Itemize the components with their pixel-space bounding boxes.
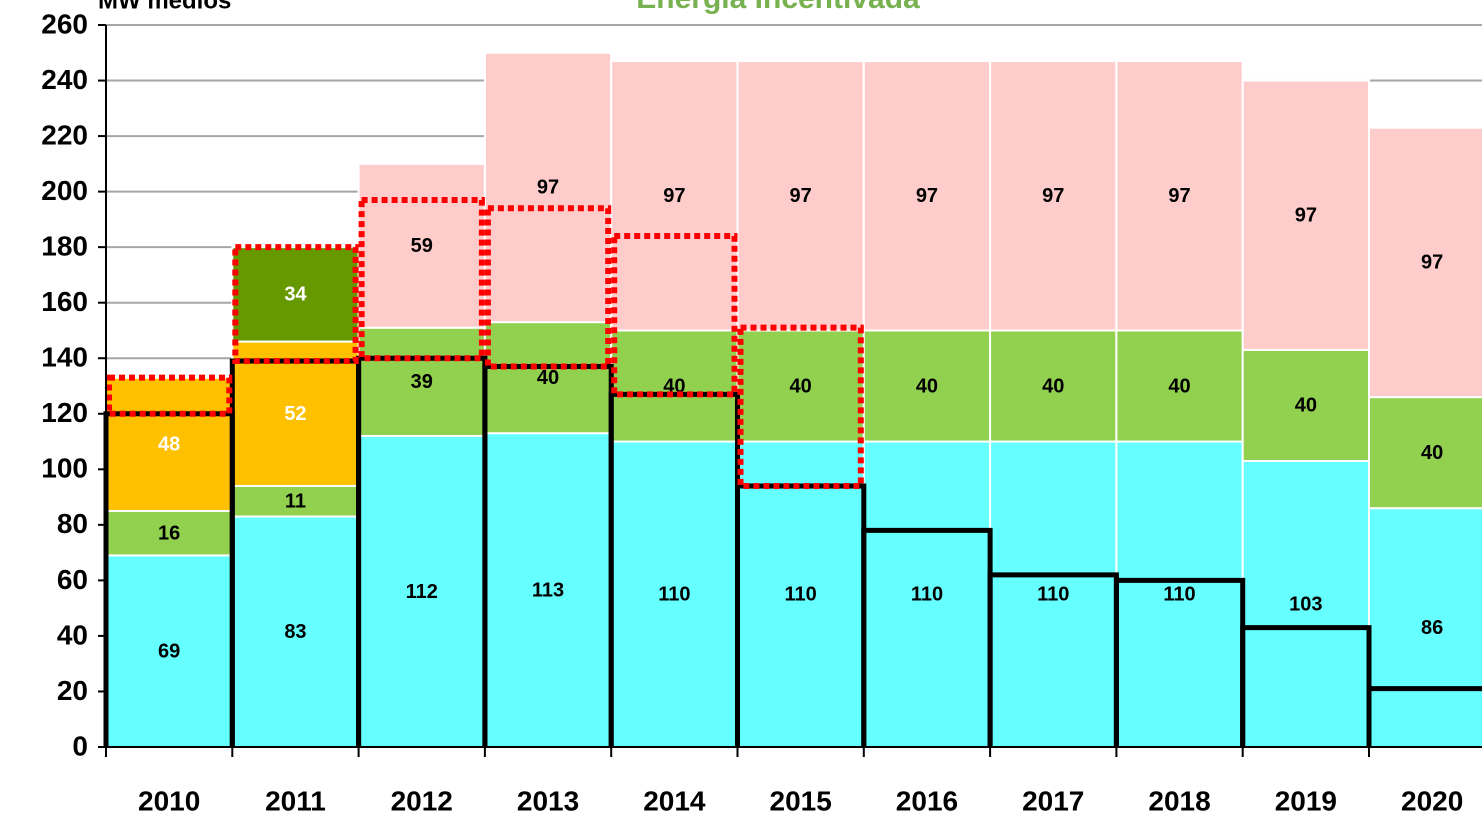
y-tick-label: 20 <box>57 675 88 706</box>
bar-segment <box>357 434 486 748</box>
dotted-box <box>484 205 612 370</box>
y-tick-label: 140 <box>41 342 88 373</box>
data-label: 110 <box>785 584 817 606</box>
data-label: 52 <box>284 403 306 425</box>
data-label: 110 <box>1163 584 1195 606</box>
step-line <box>1366 686 1482 747</box>
data-label: 110 <box>911 584 943 606</box>
y-tick-label: 40 <box>57 619 88 650</box>
y-tick-label: 100 <box>41 453 88 484</box>
y-tick-label: 240 <box>41 64 88 95</box>
dotted-box <box>232 244 359 365</box>
bar-segment <box>610 60 739 332</box>
data-label: 40 <box>537 367 559 389</box>
y-tick-label: 60 <box>57 564 88 595</box>
bar-segment <box>483 51 613 324</box>
data-label: 59 <box>411 235 433 257</box>
data-label: 97 <box>537 177 559 199</box>
data-label: 97 <box>1295 205 1317 227</box>
data-label: 40 <box>1168 375 1190 397</box>
dotted-box <box>358 196 485 362</box>
data-label: 34 <box>284 284 307 306</box>
data-label: 97 <box>663 185 685 207</box>
y-tick-label: 80 <box>57 508 88 539</box>
data-label: 48 <box>158 434 180 456</box>
y-tick-label: 220 <box>41 119 88 150</box>
x-tick-label: 2011 <box>265 785 326 816</box>
y-tick-label: 160 <box>41 286 88 317</box>
x-tick-label: 2013 <box>517 785 579 816</box>
bar-segment <box>231 340 360 487</box>
data-label: 40 <box>916 375 938 397</box>
chart-title: Energia Incentivada <box>636 0 920 15</box>
dotted-box <box>737 324 864 489</box>
x-tick-label: 2014 <box>643 785 706 816</box>
x-tick-label: 2020 <box>1401 785 1463 816</box>
y-tick-label: 180 <box>41 231 88 262</box>
bar-segment <box>989 329 1118 443</box>
x-tick-label: 2019 <box>1275 785 1337 816</box>
data-label: 97 <box>790 185 812 207</box>
x-tick-label: 2012 <box>391 785 453 816</box>
bar-segment <box>1368 396 1482 510</box>
x-tick-label: 2015 <box>770 785 832 816</box>
data-label: 97 <box>1168 185 1190 207</box>
y-tick-label: 120 <box>41 397 88 428</box>
data-label: 40 <box>1042 375 1064 397</box>
data-label: 11 <box>285 491 306 513</box>
bar-segment <box>1241 79 1370 351</box>
x-tick-label: 2018 <box>1148 785 1210 816</box>
bar-segment <box>231 484 360 518</box>
data-label: 40 <box>1295 395 1317 417</box>
data-label: 97 <box>1421 252 1443 274</box>
data-label: 110 <box>658 584 690 606</box>
data-label: 40 <box>790 375 812 397</box>
data-label: 69 <box>158 640 180 662</box>
dotted-box <box>611 233 738 398</box>
bar-segment <box>736 329 865 443</box>
data-label: 112 <box>406 581 438 603</box>
data-label: 16 <box>158 522 180 544</box>
y-tick-label: 260 <box>41 8 88 39</box>
data-label: 113 <box>532 579 564 601</box>
data-label: 97 <box>1042 185 1064 207</box>
bar-segment <box>357 162 486 329</box>
data-label: 86 <box>1421 617 1443 639</box>
bar-segment <box>483 321 613 435</box>
x-tick-label: 2010 <box>138 785 200 816</box>
bar-segment <box>1241 459 1370 748</box>
data-label: 110 <box>1037 584 1069 606</box>
x-tick-label: 2017 <box>1022 785 1084 816</box>
y-axis-label: MW médios <box>98 0 231 14</box>
y-tick-label: 200 <box>41 175 88 206</box>
data-label: 40 <box>1421 442 1443 464</box>
bar-segment <box>1368 507 1482 748</box>
bar-segment <box>989 60 1118 332</box>
bar-segment <box>736 60 865 332</box>
bar-segment <box>231 515 360 748</box>
bar-segment <box>1368 126 1482 399</box>
data-label: 103 <box>1289 593 1322 615</box>
data-label: 39 <box>411 371 433 393</box>
bar-segment <box>1115 60 1244 332</box>
bar-segment <box>736 440 865 748</box>
y-tick-label: 0 <box>72 730 88 761</box>
bar-segment <box>610 329 739 443</box>
x-tick-label: 2016 <box>896 785 958 816</box>
bar-segment <box>989 440 1118 748</box>
dotted-box <box>106 374 233 417</box>
data-label: 83 <box>284 621 306 643</box>
data-label: 97 <box>916 185 938 207</box>
